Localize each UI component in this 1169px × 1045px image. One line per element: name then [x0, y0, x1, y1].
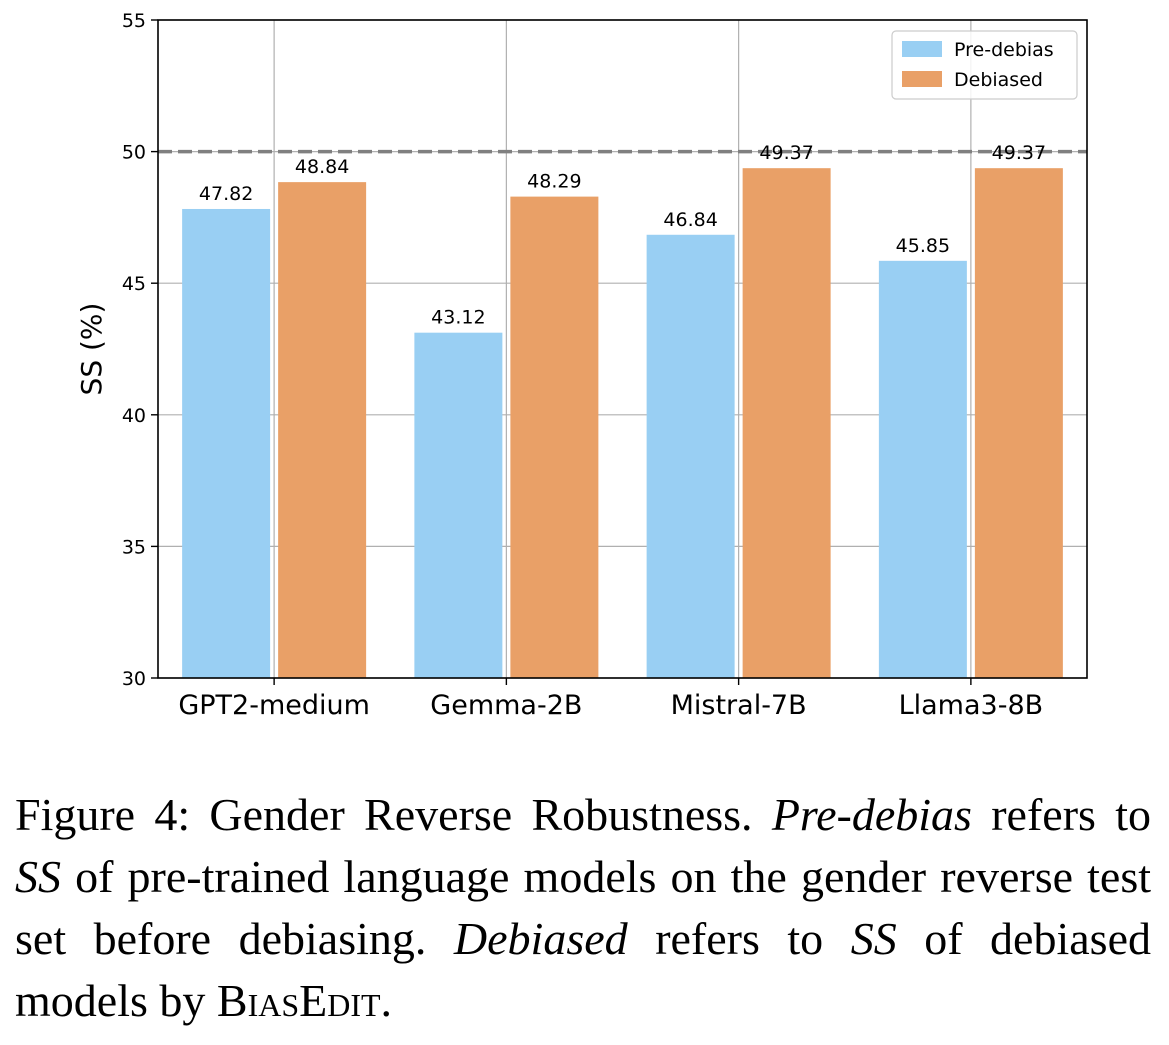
y-tick-label: 45 — [122, 273, 146, 295]
caption-text: refers to — [627, 913, 851, 964]
figure-caption: Figure 4: Gender Reverse Robustness. Pre… — [15, 784, 1151, 1032]
data-label: 49.37 — [992, 142, 1046, 164]
y-tick-label: 30 — [122, 668, 146, 690]
caption-text: of debiased models by — [15, 913, 1151, 1026]
data-label: 47.82 — [199, 183, 253, 205]
legend-swatch — [902, 71, 942, 87]
data-label: 49.37 — [759, 142, 813, 164]
caption-text: of pre-trained language models on the ge… — [15, 851, 1151, 964]
bars — [182, 168, 1063, 679]
y-axis-ticks: 30 35 40 45 50 55 — [122, 10, 158, 690]
x-tick-label: GPT2-medium — [178, 690, 370, 721]
bar-debiased — [510, 196, 599, 679]
y-tick-label: 50 — [122, 142, 146, 164]
bar-pre-debias — [414, 332, 503, 678]
y-axis-label: SS (%) — [75, 303, 108, 396]
legend: Pre-debias Debiased — [891, 30, 1078, 100]
bar-chart: 47.82 43.12 46.84 45.85 48.84 48.29 49.37 49.37… — [75, 10, 1088, 721]
bar-pre-debias — [878, 260, 967, 678]
bar-debiased — [278, 182, 367, 678]
caption-term-debiased: Debiased — [453, 913, 628, 964]
y-tick-label: 40 — [122, 405, 146, 427]
caption-method-name: BiasEdit — [216, 975, 381, 1026]
data-label: 48.84 — [295, 156, 349, 178]
y-tick-label: 35 — [122, 536, 146, 558]
data-label: 46.84 — [663, 209, 717, 231]
x-tick-label: Gemma-2B — [430, 690, 582, 721]
caption-text: refers to — [971, 789, 1151, 840]
legend-label: Pre-debias — [954, 39, 1054, 61]
data-label: 43.12 — [431, 307, 485, 329]
x-tick-label: Llama3-8B — [899, 690, 1044, 721]
caption-prefix: Figure 4: Gender Reverse Robustness. — [15, 789, 772, 840]
caption-end: . — [380, 975, 393, 1026]
y-tick-label: 55 — [122, 10, 146, 32]
plot-frame — [157, 19, 1088, 679]
data-labels: 47.82 43.12 46.84 45.85 48.84 48.29 49.37 49.37 — [199, 142, 1046, 329]
bar-pre-debias — [182, 208, 271, 678]
bar-pre-debias — [646, 234, 735, 679]
caption-term-pre-debias: Pre-debias — [771, 789, 972, 840]
x-axis-ticks: GPT2-medium Gemma-2B Mistral-7B Llama3-8B — [178, 678, 1043, 721]
data-label: 48.29 — [527, 171, 581, 193]
bar-debiased — [742, 168, 831, 679]
data-label: 45.85 — [896, 235, 950, 257]
bar-debiased — [974, 168, 1063, 679]
legend-swatch — [902, 41, 942, 57]
legend-label: Debiased — [954, 69, 1043, 91]
x-tick-label: Mistral-7B — [671, 690, 807, 721]
caption-term-ss: SS — [850, 913, 897, 964]
caption-term-ss: SS — [15, 851, 61, 902]
